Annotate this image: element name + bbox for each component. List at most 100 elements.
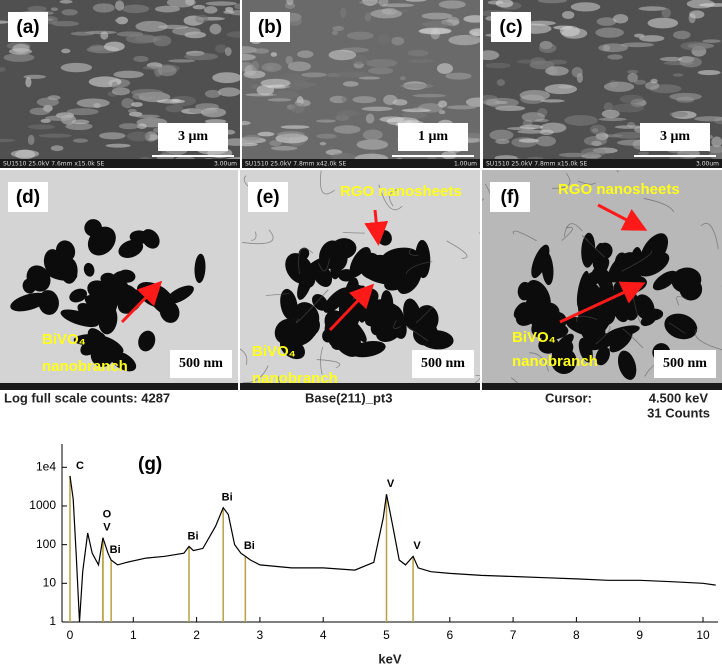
label-box [248, 182, 288, 212]
branch [102, 271, 126, 304]
branch [576, 270, 590, 309]
peak-label: V [103, 522, 111, 534]
flake [142, 93, 161, 97]
flake [537, 0, 567, 4]
annotation: BiVO₄ [512, 329, 556, 346]
x-tick-label: 2 [193, 628, 200, 642]
flake [100, 31, 109, 40]
sheet-wrinkle [389, 188, 403, 207]
micrographs: SU1510 25.0kV 7.6mm x15.0k SE 3.00um 3 μm (… [0, 0, 722, 390]
x-tick-label: 1 [130, 628, 137, 642]
flake [72, 138, 89, 143]
info-text: SU1510 25.0kV 7.8mm x15.0k SE [486, 161, 587, 168]
sheet-wrinkle [552, 172, 571, 189]
flake [0, 20, 9, 24]
sheet-wrinkle [512, 230, 537, 242]
micrograph: 500 nm (d) [0, 170, 238, 390]
flake [412, 107, 426, 111]
info-strip [482, 383, 722, 390]
flake [242, 134, 261, 141]
sheet-wrinkle [621, 328, 644, 349]
flake [669, 111, 688, 118]
flake [370, 9, 403, 19]
micrograph: SU1510 25.0kV 7.8mm x15.0k SE 3.00um 3 μm (… [483, 0, 722, 168]
branch [551, 347, 577, 375]
flake [61, 48, 71, 54]
annotation: RGO nanosheets [558, 181, 680, 198]
sheet-wrinkle [576, 315, 598, 323]
sheet-wrinkle [694, 327, 722, 351]
flake [485, 62, 511, 69]
flake [341, 96, 348, 103]
flake [340, 7, 347, 19]
branch [664, 313, 698, 340]
flake [114, 18, 123, 23]
flake [672, 73, 684, 77]
flake [598, 117, 627, 122]
flake [104, 41, 125, 52]
flake [184, 52, 219, 61]
flake [283, 79, 311, 90]
branch [279, 337, 305, 360]
flake [378, 0, 389, 7]
flake [257, 131, 275, 137]
panel-label: (g) [138, 454, 162, 475]
flake [607, 54, 623, 60]
annotation: RGO nanosheets [340, 183, 462, 200]
flake [256, 84, 275, 96]
flake [361, 106, 393, 112]
flake [627, 72, 638, 83]
branch [652, 270, 678, 291]
scale-label: 3 μm [178, 129, 208, 144]
branch [538, 336, 559, 354]
flake [192, 4, 206, 10]
flake [446, 105, 477, 110]
x-axis-label: keV [378, 651, 401, 666]
sheet-wrinkle [320, 170, 335, 195]
flake [27, 134, 35, 146]
flake [267, 98, 292, 102]
flake [351, 54, 369, 65]
flake [134, 114, 160, 118]
flake [242, 142, 258, 147]
flake [252, 48, 270, 54]
info-text: SU1510 25.0kV 7.6mm x15.0k SE [3, 161, 104, 168]
flake [165, 104, 184, 113]
flake [596, 17, 617, 26]
flake [485, 97, 519, 108]
flake [571, 67, 583, 78]
flake [603, 102, 614, 112]
flake [135, 20, 168, 32]
info-strip [0, 159, 240, 168]
info-strip [242, 159, 480, 168]
flake [358, 0, 381, 4]
flake [535, 135, 557, 147]
flake [156, 99, 186, 104]
flake [285, 55, 293, 65]
flake [242, 120, 251, 126]
flake [407, 49, 429, 57]
sheet-wrinkle [563, 223, 583, 237]
y-tick-label: 1 [49, 614, 56, 628]
panel-label: (c) [499, 17, 522, 38]
info-strip [240, 383, 480, 390]
flake [412, 93, 447, 98]
flake [223, 10, 235, 14]
branch [55, 240, 76, 262]
flake [118, 123, 140, 130]
branch [413, 321, 438, 346]
branch [595, 267, 614, 296]
label-box [491, 12, 531, 42]
branch [109, 351, 137, 372]
sheet-wrinkle [581, 235, 605, 258]
flake [383, 94, 398, 105]
scale-box [170, 350, 232, 378]
branch [599, 293, 621, 315]
flake [105, 143, 131, 148]
branch [83, 262, 95, 277]
flake [381, 3, 415, 8]
flake [328, 49, 357, 61]
flake [438, 0, 466, 9]
flake [217, 87, 240, 97]
flake [526, 20, 556, 26]
